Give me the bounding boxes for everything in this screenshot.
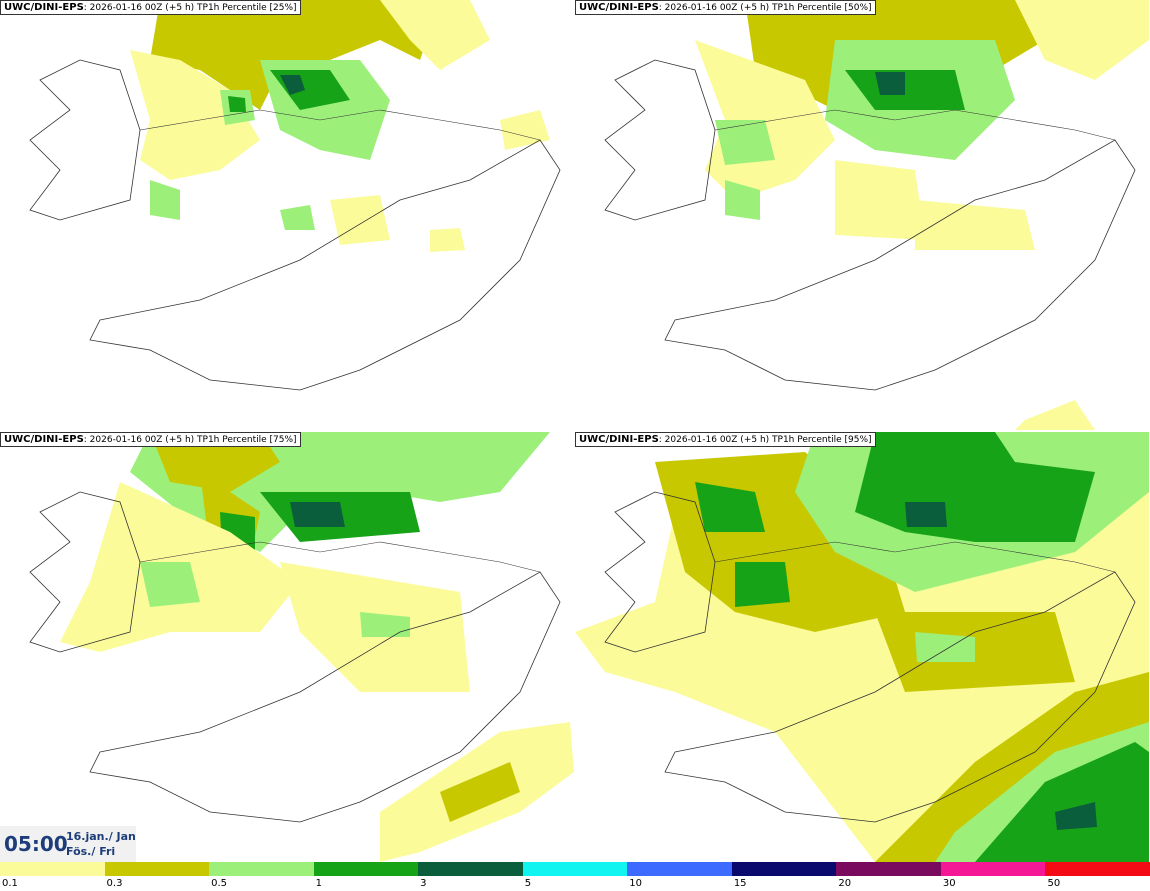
- legend-label: 0.5: [211, 878, 227, 889]
- panel-title-95: UWC/DINI-EPS: 2026-01-16 00Z (+5 h) TP1h…: [575, 432, 876, 447]
- legend-swatch: [836, 862, 941, 876]
- legend-label: 10: [629, 878, 642, 889]
- legend-swatch: [418, 862, 523, 876]
- map-panel-95-canvas: [575, 432, 1149, 862]
- panel-title-50: UWC/DINI-EPS: 2026-01-16 00Z (+5 h) TP1h…: [575, 0, 876, 15]
- legend-label: 1: [315, 878, 322, 889]
- valid-time-box: 05:00 16.jan./ Jan Fös./ Fri: [0, 826, 136, 862]
- legend-color-bar: [0, 862, 1150, 876]
- legend-label: 0.3: [106, 878, 123, 889]
- map-panel-75-canvas: [29, 432, 574, 862]
- legend-swatch: [0, 862, 105, 876]
- color-legend: 0.1 0.3 0.5 1 3 5 10 15 20 30 50: [0, 862, 1150, 891]
- panel-title-25: UWC/DINI-EPS: 2026-01-16 00Z (+5 h) TP1h…: [0, 0, 301, 15]
- legend-label: 15: [733, 878, 747, 889]
- legend-swatch: [940, 862, 1046, 876]
- run-meta: : 2026-01-16 00Z (+5 h): [658, 435, 770, 445]
- field-name: TP1h Percentile [75%]: [194, 435, 297, 445]
- legend-label: 0.1: [2, 878, 18, 889]
- model-name: UWC/DINI-EPS: [579, 2, 659, 13]
- valid-time-date: 16.jan./ Jan: [66, 830, 136, 843]
- map-panel-25-canvas: [29, 0, 561, 391]
- model-name: UWC/DINI-EPS: [4, 434, 84, 445]
- map-panel-25: UWC/DINI-EPS: 2026-01-16 00Z (+5 h) TP1h…: [0, 0, 574, 430]
- legend-swatch: [522, 862, 628, 876]
- legend-swatch: [627, 862, 732, 876]
- legend-label: 5: [524, 878, 532, 889]
- legend-swatch: [104, 862, 210, 876]
- map-panel-95: UWC/DINI-EPS: 2026-01-16 00Z (+5 h) TP1h…: [575, 432, 1149, 862]
- legend-label: 50: [1047, 878, 1061, 889]
- legend-label: 3: [420, 878, 427, 889]
- valid-time-day: Fös./ Fri: [66, 845, 116, 858]
- map-panel-50-canvas: [604, 0, 1149, 430]
- legend-swatch: [209, 862, 314, 876]
- model-name: UWC/DINI-EPS: [579, 434, 659, 445]
- run-meta: : 2026-01-16 00Z (+5 h): [83, 3, 195, 13]
- model-name: UWC/DINI-EPS: [4, 2, 84, 13]
- panel-title-75: UWC/DINI-EPS: 2026-01-16 00Z (+5 h) TP1h…: [0, 432, 301, 447]
- legend-swatch: [731, 862, 837, 876]
- valid-time-clock: 05:00: [4, 832, 68, 856]
- legend-swatch: [313, 862, 419, 876]
- legend-label: 30: [942, 878, 956, 889]
- field-name: TP1h Percentile [95%]: [769, 435, 872, 445]
- field-name: TP1h Percentile [50%]: [769, 3, 872, 13]
- map-panel-75: UWC/DINI-EPS: 2026-01-16 00Z (+5 h) TP1h…: [0, 432, 574, 862]
- run-meta: : 2026-01-16 00Z (+5 h): [658, 3, 770, 13]
- legend-swatch: [1045, 862, 1150, 876]
- map-panel-50: UWC/DINI-EPS: 2026-01-16 00Z (+5 h) TP1h…: [575, 0, 1149, 430]
- field-name: TP1h Percentile [25%]: [194, 3, 297, 13]
- legend-label: 20: [838, 878, 852, 889]
- run-meta: : 2026-01-16 00Z (+5 h): [83, 435, 195, 445]
